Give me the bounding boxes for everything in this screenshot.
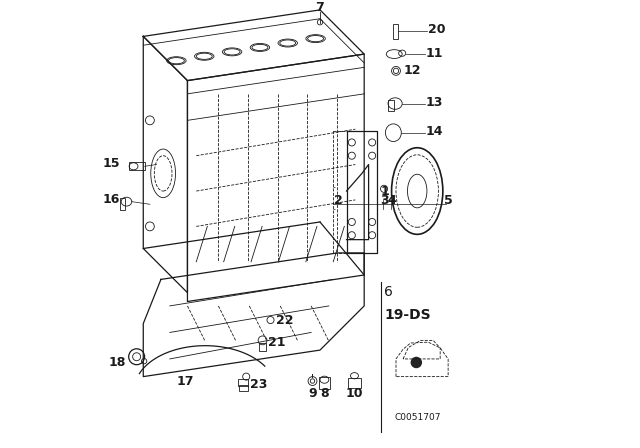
Bar [393,24,398,39]
Text: 5: 5 [444,194,452,207]
Text: 20: 20 [428,23,445,36]
Bar [388,100,394,111]
Text: 15: 15 [102,157,120,170]
Text: 8: 8 [320,387,329,400]
Text: 3: 3 [380,194,388,207]
Bar [348,378,361,388]
Bar [259,344,266,350]
Text: 2: 2 [334,194,343,207]
Text: 10: 10 [346,387,364,400]
Text: 12: 12 [404,65,422,78]
Text: 23: 23 [250,378,268,391]
Text: 4: 4 [388,194,396,207]
Text: 7: 7 [316,1,324,14]
Text: 14: 14 [426,125,444,138]
Bar [239,384,248,391]
Text: 6: 6 [384,285,393,299]
Text: 11: 11 [426,47,444,60]
Text: 22: 22 [276,314,293,327]
Text: 1: 1 [381,185,389,198]
Text: 16: 16 [102,194,120,207]
Text: 17: 17 [177,375,194,388]
Bar [129,162,145,170]
Text: 21: 21 [268,336,285,349]
Text: 9: 9 [308,387,317,400]
Text: C0051707: C0051707 [394,413,441,422]
Text: 18: 18 [108,356,125,369]
Text: 19-DS: 19-DS [384,308,431,322]
Circle shape [411,357,422,368]
Bar [319,377,330,389]
Bar [238,379,248,386]
Text: 13: 13 [426,96,444,109]
Bar [120,198,125,210]
